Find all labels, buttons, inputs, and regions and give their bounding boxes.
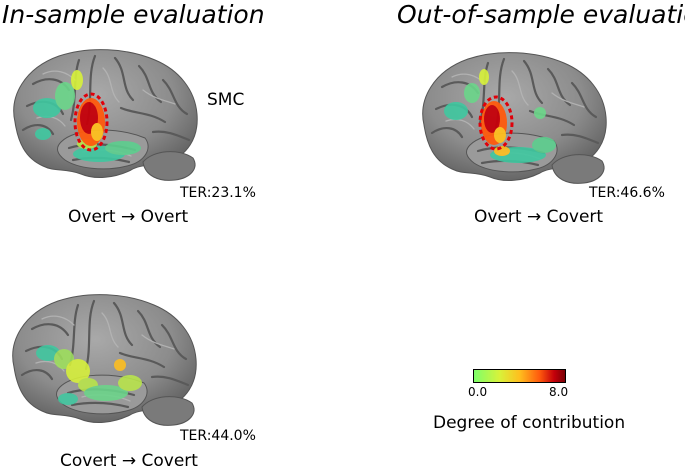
heading-in-sample: In-sample evaluation <box>2 0 265 29</box>
ter-overt-overt: TER:23.1% <box>180 185 256 201</box>
colorbar-max-label: 8.0 <box>549 385 569 399</box>
caption-overt-overt: Overt → Overt <box>68 207 189 227</box>
smc-outline <box>478 95 514 151</box>
smc-activation <box>481 101 507 145</box>
caption-covert-covert: Covert → Covert <box>60 451 198 471</box>
colorbar <box>473 369 566 383</box>
ter-overt-covert: TER:46.6% <box>589 185 665 201</box>
smc-activation <box>77 98 105 146</box>
heading-out-of-sample: Out-of-sample evaluation <box>397 0 685 29</box>
smc-outline <box>73 92 109 152</box>
activation-overlay <box>444 69 556 163</box>
colorbar-title: Degree of contribution <box>433 413 626 433</box>
brain-panel-overt-covert <box>412 47 612 187</box>
activation-overlay <box>36 345 142 405</box>
brain-panel-overt-overt <box>3 44 203 184</box>
ter-covert-covert: TER:44.0% <box>180 428 256 444</box>
caption-overt-covert: Overt → Covert <box>474 207 604 227</box>
colorbar-min-label: 0.0 <box>468 385 488 399</box>
brain-panel-covert-covert <box>2 289 202 429</box>
smc-label: SMC <box>207 90 245 110</box>
